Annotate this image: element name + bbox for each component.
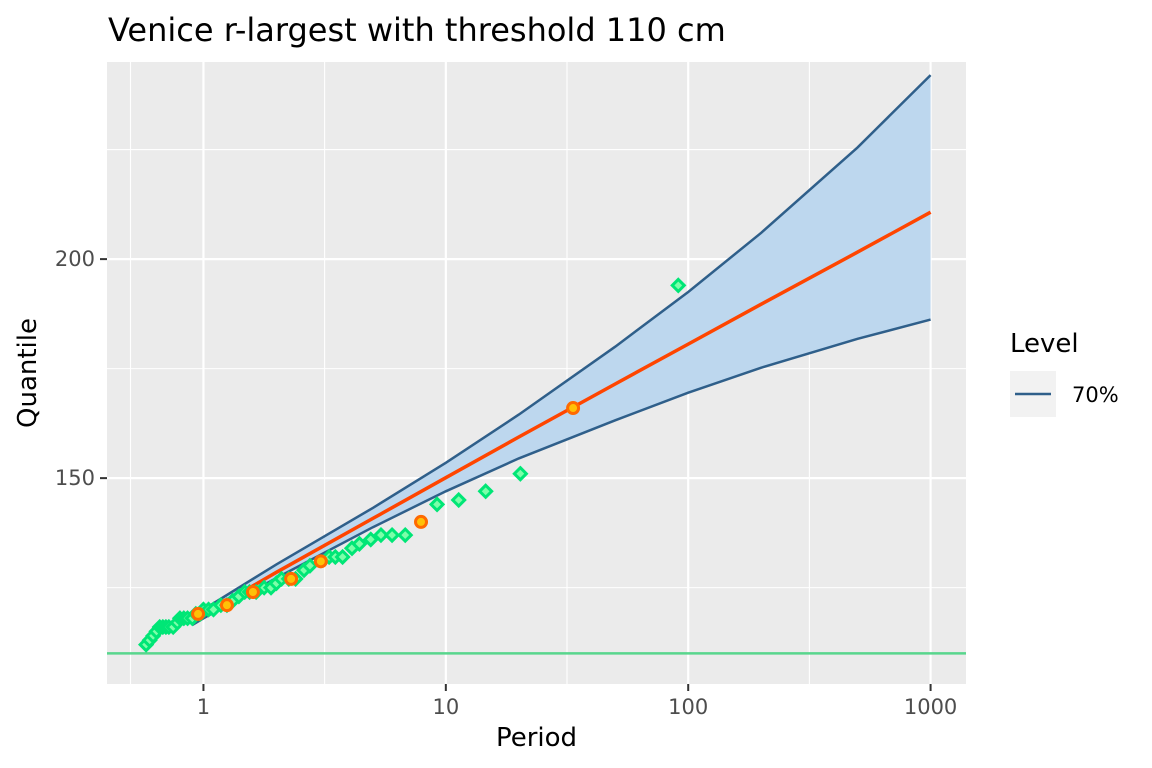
- observed-max-point: [191, 606, 206, 621]
- y-axis-title: Quantile: [13, 318, 43, 428]
- legend-title: Level: [1010, 329, 1079, 359]
- x-axis-title: Period: [496, 723, 577, 753]
- observed-point: [334, 548, 351, 566]
- observed-max-point: [245, 585, 260, 600]
- observed-point: [428, 496, 446, 513]
- observed-point: [512, 465, 529, 482]
- legend: Level 70%: [1010, 329, 1119, 417]
- observed-point: [670, 277, 687, 294]
- x-axis: 1 10 100 1000: [197, 684, 957, 719]
- observed-point: [450, 491, 467, 509]
- observed-point: [372, 526, 390, 544]
- y-axis: 150 200: [55, 247, 107, 490]
- minor-gridlines: [107, 62, 966, 684]
- x-tick-label: 1: [197, 695, 210, 719]
- observed-maxima-series: [191, 401, 581, 621]
- observed-max-point: [313, 554, 328, 569]
- legend-label: 70%: [1072, 383, 1119, 407]
- observed-point: [383, 526, 401, 544]
- observed-point: [397, 526, 414, 544]
- chart-title: Venice r-largest with threshold 110 cm: [108, 11, 726, 49]
- observed-max-point: [566, 401, 581, 416]
- x-tick-label: 100: [668, 695, 708, 719]
- observed-max-point: [284, 571, 299, 586]
- x-tick-label: 10: [432, 695, 459, 719]
- observed-max-point: [219, 598, 234, 613]
- y-tick-label: 200: [55, 247, 95, 271]
- confidence-upper-line: [191, 74, 932, 618]
- x-tick-label: 1000: [904, 695, 957, 719]
- confidence-band-area: [192, 75, 931, 625]
- y-tick-label: 150: [55, 466, 95, 490]
- observed-point: [301, 557, 319, 574]
- observed-point: [362, 531, 379, 548]
- observed-max-point: [414, 514, 429, 529]
- observed-point: [477, 483, 494, 500]
- observed-point: [351, 535, 368, 552]
